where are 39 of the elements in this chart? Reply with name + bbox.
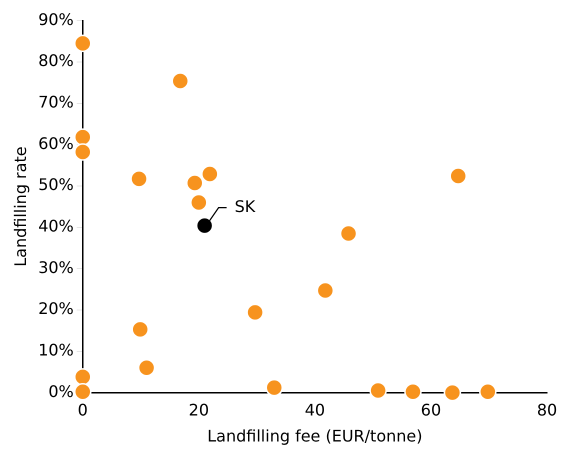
- point: [130, 170, 148, 188]
- point: [131, 320, 149, 338]
- x-axis-title: Landfilling fee (EUR/tonne): [207, 426, 422, 446]
- x-tick-label: 0: [78, 400, 88, 420]
- point: [172, 72, 190, 90]
- point: [444, 384, 462, 402]
- y-tick-label: 80%: [38, 51, 74, 70]
- y-tick-label: 70%: [38, 92, 74, 112]
- y-tick-label: 60%: [38, 134, 74, 153]
- point: [196, 216, 214, 234]
- y-tick-label: 20%: [38, 299, 74, 318]
- point: [404, 383, 422, 401]
- y-tick-label: 0%: [48, 382, 74, 401]
- x-tick-label: 80: [536, 400, 558, 420]
- point: [246, 304, 264, 322]
- point: [186, 174, 204, 192]
- x-tick-label: 20: [188, 400, 209, 420]
- point: [74, 143, 92, 161]
- x-tick-label: 40: [304, 400, 326, 420]
- point: [369, 382, 387, 400]
- y-tick-label: 40%: [38, 216, 74, 236]
- point: [449, 167, 467, 185]
- y-tick-label: 90%: [38, 10, 74, 29]
- y-tick-label: 10%: [38, 340, 74, 360]
- annotation: SK: [234, 196, 256, 216]
- y-axis-title: Landfilling rate: [10, 146, 30, 267]
- point: [479, 383, 497, 401]
- point: [266, 378, 284, 396]
- y-tick-label: 50%: [38, 175, 74, 194]
- point: [74, 128, 92, 146]
- point: [316, 282, 334, 300]
- point: [74, 34, 92, 52]
- x-tick-label: 60: [420, 400, 442, 420]
- y-tick-label: 30%: [38, 258, 74, 277]
- point: [74, 383, 92, 401]
- point: [340, 224, 358, 242]
- point: [190, 194, 208, 212]
- point: [201, 165, 219, 183]
- point: [138, 359, 156, 377]
